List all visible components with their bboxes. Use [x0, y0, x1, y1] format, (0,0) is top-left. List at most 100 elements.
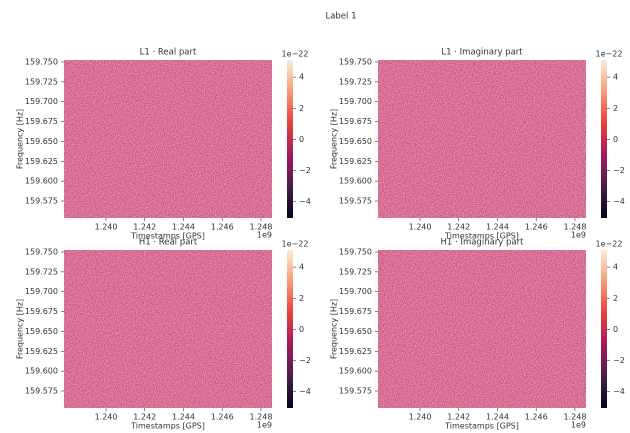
colorbar-offset: 1e−22	[596, 240, 623, 249]
y-tick-label: 159.575	[25, 387, 58, 396]
y-tick-label: 159.725	[339, 77, 372, 86]
heatmap-field	[64, 60, 272, 218]
colorbar-offset: 1e−22	[596, 50, 623, 59]
subplot-title: H1 · Real part	[139, 238, 198, 248]
y-tick-label: 159.650	[25, 327, 58, 336]
y-tick-label: 159.725	[25, 77, 58, 86]
y-axis-label: Frequency [Hz]	[16, 109, 25, 169]
x-tick-label: 1.244	[486, 223, 509, 232]
y-tick-label: 159.700	[25, 97, 58, 106]
y-tick-label: 159.600	[339, 177, 372, 186]
x-tick-label: 1.240	[409, 223, 432, 232]
x-tick-label: 1.242	[133, 223, 156, 232]
colorbar-tick-label: 4	[299, 263, 304, 272]
x-offset: 1e9	[571, 231, 586, 240]
y-axis-label: Frequency [Hz]	[330, 109, 339, 169]
subplot-title: H1 · Imaginary part	[441, 238, 525, 248]
colorbar-tick-label: −4	[613, 387, 625, 396]
y-tick-label: 159.600	[339, 367, 372, 376]
colorbar-tick-label: 0	[299, 135, 304, 144]
y-tick-label: 159.750	[339, 57, 372, 66]
x-tick-label: 1.246	[211, 223, 234, 232]
colorbar-tick-label: 4	[613, 73, 618, 82]
colorbar-tick-label: −2	[299, 356, 311, 365]
x-tick-label: 1.242	[447, 413, 470, 422]
x-offset: 1e9	[257, 421, 272, 430]
y-tick-label: 159.725	[339, 267, 372, 276]
colorbar-tick-label: −4	[299, 197, 311, 206]
y-tick-label: 159.750	[25, 57, 58, 66]
colorbar-tick-label: −4	[299, 387, 311, 396]
y-tick-label: 159.650	[339, 327, 372, 336]
x-axis-label: Timestamps [GPS]	[444, 422, 519, 431]
x-offset: 1e9	[257, 231, 272, 240]
y-tick-label: 159.625	[25, 157, 58, 166]
y-tick-label: 159.600	[25, 177, 58, 186]
colorbar-tick-label: 0	[613, 135, 618, 144]
colorbar-tick-label: 4	[613, 263, 618, 272]
x-tick-label: 1.244	[172, 223, 195, 232]
y-tick-label: 159.700	[339, 287, 372, 296]
colorbar-tick-label: −2	[613, 166, 625, 175]
x-tick-label: 1.246	[525, 223, 548, 232]
y-tick-label: 159.575	[339, 387, 372, 396]
colorbar-tick-label: 2	[299, 294, 304, 303]
x-tick-label: 1.244	[486, 413, 509, 422]
colorbar-tick-label: 2	[299, 104, 304, 113]
y-tick-label: 159.650	[339, 137, 372, 146]
y-tick-label: 159.625	[339, 157, 372, 166]
y-tick-label: 159.725	[25, 267, 58, 276]
x-tick-label: 1.248	[564, 413, 587, 422]
x-axis-label: Timestamps [GPS]	[444, 232, 519, 241]
y-tick-label: 159.650	[25, 137, 58, 146]
x-tick-label: 1.246	[211, 413, 234, 422]
colorbar-offset: 1e−22	[282, 240, 309, 249]
y-tick-label: 159.750	[339, 247, 372, 256]
x-tick-label: 1.240	[95, 223, 118, 232]
x-tick-label: 1.242	[447, 223, 470, 232]
x-axis-label: Timestamps [GPS]	[130, 232, 205, 241]
x-tick-label: 1.248	[564, 223, 587, 232]
y-tick-label: 159.675	[339, 117, 372, 126]
colorbar-tick-label: −4	[613, 197, 625, 206]
y-tick-label: 159.675	[25, 117, 58, 126]
x-tick-label: 1.244	[172, 413, 195, 422]
colorbar-tick-label: 0	[299, 325, 304, 334]
heatmap-field	[378, 250, 586, 408]
colorbar-tick-label: 0	[613, 325, 618, 334]
heatmap-field	[64, 250, 272, 408]
x-tick-label: 1.248	[250, 223, 273, 232]
y-tick-label: 159.700	[339, 97, 372, 106]
x-tick-label: 1.246	[525, 413, 548, 422]
y-tick-label: 159.675	[25, 307, 58, 316]
colorbar	[601, 250, 607, 408]
colorbar	[287, 60, 293, 218]
colorbar	[287, 250, 293, 408]
y-tick-label: 159.750	[25, 247, 58, 256]
x-tick-label: 1.248	[250, 413, 273, 422]
subplot-title: L1 · Imaginary part	[441, 48, 523, 58]
x-tick-label: 1.242	[133, 413, 156, 422]
colorbar-offset: 1e−22	[282, 50, 309, 59]
colorbar-tick-label: 2	[613, 104, 618, 113]
colorbar-tick-label: 2	[613, 294, 618, 303]
x-offset: 1e9	[571, 421, 586, 430]
y-tick-label: 159.700	[25, 287, 58, 296]
y-tick-label: 159.625	[339, 347, 372, 356]
x-tick-label: 1.240	[95, 413, 118, 422]
figure-title: Label 1	[325, 12, 356, 22]
y-tick-label: 159.575	[339, 197, 372, 206]
y-tick-label: 159.625	[25, 347, 58, 356]
subplot-title: L1 · Real part	[140, 48, 197, 58]
x-tick-label: 1.240	[409, 413, 432, 422]
y-axis-label: Frequency [Hz]	[16, 299, 25, 359]
y-axis-label: Frequency [Hz]	[330, 299, 339, 359]
y-tick-label: 159.600	[25, 367, 58, 376]
colorbar	[601, 60, 607, 218]
y-tick-label: 159.675	[339, 307, 372, 316]
colorbar-tick-label: −2	[299, 166, 311, 175]
x-axis-label: Timestamps [GPS]	[130, 422, 205, 431]
heatmap-field	[378, 60, 586, 218]
y-tick-label: 159.575	[25, 197, 58, 206]
